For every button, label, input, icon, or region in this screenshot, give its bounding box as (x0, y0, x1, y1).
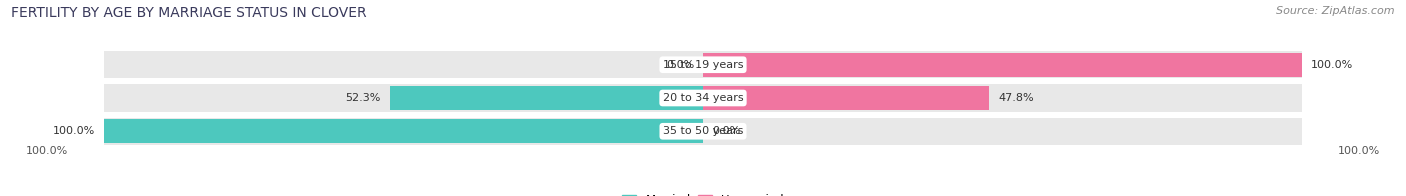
Text: 100.0%: 100.0% (1310, 60, 1354, 70)
Bar (703, 53, 1302, 77)
Bar (104, 119, 703, 143)
Text: 20 to 34 years: 20 to 34 years (662, 93, 744, 103)
Bar (703, 84, 1302, 112)
Text: 100.0%: 100.0% (1337, 146, 1379, 156)
Text: 100.0%: 100.0% (27, 146, 69, 156)
Text: 52.3%: 52.3% (346, 93, 381, 103)
Text: 0.0%: 0.0% (711, 126, 740, 136)
Text: 35 to 50 years: 35 to 50 years (662, 126, 744, 136)
Legend: Married, Unmarried: Married, Unmarried (621, 194, 785, 196)
Bar (104, 118, 703, 145)
Bar (703, 86, 990, 110)
Text: FERTILITY BY AGE BY MARRIAGE STATUS IN CLOVER: FERTILITY BY AGE BY MARRIAGE STATUS IN C… (11, 6, 367, 20)
Text: 47.8%: 47.8% (998, 93, 1033, 103)
Bar (104, 84, 703, 112)
Text: 100.0%: 100.0% (52, 126, 96, 136)
Bar (389, 86, 703, 110)
Bar (703, 118, 1302, 145)
Text: Source: ZipAtlas.com: Source: ZipAtlas.com (1277, 6, 1395, 16)
Bar (104, 51, 703, 78)
Text: 0.0%: 0.0% (666, 60, 695, 70)
Text: 15 to 19 years: 15 to 19 years (662, 60, 744, 70)
Bar (703, 51, 1302, 78)
